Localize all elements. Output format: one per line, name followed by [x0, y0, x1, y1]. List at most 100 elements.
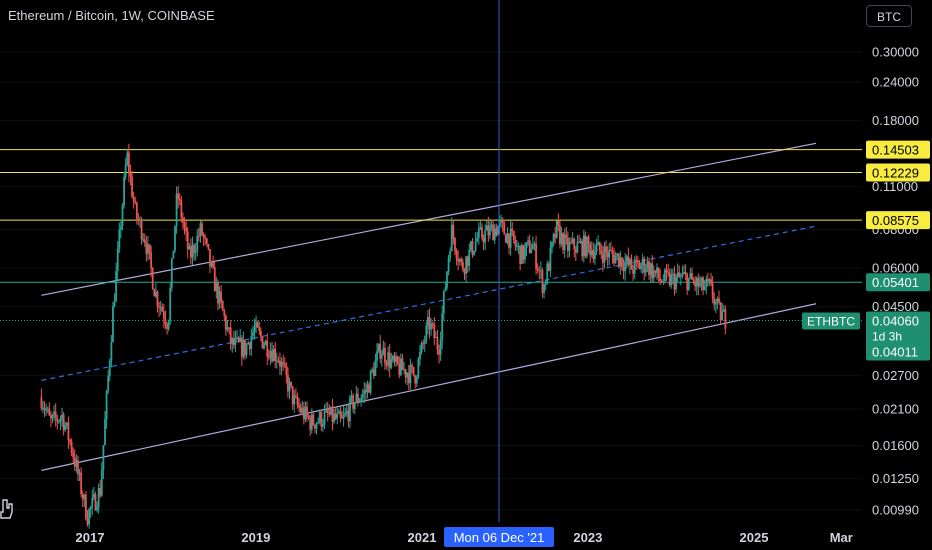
candle-body — [312, 414, 315, 425]
candle-body — [232, 338, 235, 346]
candle-body — [126, 152, 129, 165]
candle-body — [352, 395, 355, 409]
candle-body — [116, 248, 119, 271]
candle-body — [127, 152, 130, 173]
candle-body — [692, 279, 695, 282]
x-tick-label: 2019 — [241, 530, 270, 545]
candle-body — [454, 238, 456, 251]
candle-body — [568, 242, 571, 251]
candle-body — [228, 327, 230, 329]
candle-body — [702, 277, 704, 290]
level-label: 0.14503 — [872, 143, 919, 158]
x-tick-label: Mar — [830, 530, 853, 545]
level-label-bg — [866, 140, 930, 159]
candle-body — [310, 414, 313, 430]
candle-body — [43, 407, 46, 410]
candle-body — [455, 250, 458, 259]
candle-body — [269, 350, 272, 358]
candle-body — [123, 177, 125, 206]
candle-body — [514, 240, 517, 246]
candle-body — [118, 229, 121, 249]
candle-body — [504, 234, 507, 243]
channel-mid-line — [41, 225, 817, 381]
candle-body — [632, 269, 635, 274]
crosshair-date-bg — [444, 527, 555, 547]
candle-body — [361, 394, 364, 399]
candle-body — [258, 327, 261, 331]
candle-body — [360, 398, 362, 401]
candle-body — [476, 237, 479, 241]
time-axis: 2017 2019 2021 2023 2025 Mar — [76, 530, 853, 545]
candle-body — [714, 301, 717, 305]
candle-body — [42, 407, 44, 409]
candle-body — [274, 348, 277, 361]
candle-body — [91, 497, 94, 507]
candle-body — [662, 281, 665, 283]
candle-body — [337, 411, 340, 414]
candle-body — [271, 350, 273, 362]
candle-body — [398, 363, 401, 376]
candle-body — [247, 342, 250, 345]
candle-body — [279, 360, 281, 367]
x-tick-label: 2017 — [76, 530, 105, 545]
candle-body — [185, 227, 188, 232]
candle-body — [705, 279, 708, 287]
candle-body — [164, 318, 167, 325]
candle-body — [657, 267, 660, 278]
candle-body — [53, 411, 55, 415]
candle-body — [520, 245, 523, 264]
candle-body — [463, 270, 466, 274]
candle-body — [422, 343, 425, 345]
candle-body — [322, 424, 324, 427]
candle-body — [652, 270, 655, 279]
level-label: 0.05401 — [872, 275, 919, 290]
x-tick-label: 2021 — [408, 530, 437, 545]
candle-body — [509, 228, 512, 248]
candle-body — [175, 193, 178, 227]
candle-body — [679, 276, 682, 278]
candle-body — [209, 249, 211, 267]
candle-body — [323, 411, 326, 425]
candle-body — [403, 369, 405, 371]
candle-body — [331, 406, 334, 422]
candle-body — [188, 246, 191, 250]
candle-body — [621, 257, 623, 267]
candle-body — [153, 289, 156, 297]
candle-body — [489, 226, 491, 236]
candle-body — [419, 352, 421, 360]
candle-body — [377, 343, 380, 352]
level-label-bg — [866, 273, 930, 292]
candle-body — [318, 411, 321, 422]
candle-body — [581, 240, 584, 257]
candle-body — [131, 176, 133, 197]
candle-body — [415, 376, 418, 384]
candle-body — [493, 228, 496, 241]
candle-body — [592, 250, 595, 259]
candle-body — [240, 337, 243, 357]
candle-body — [77, 460, 79, 475]
candle-body — [110, 342, 113, 361]
drawing-tool-icon[interactable] — [0, 496, 16, 522]
currency-button[interactable]: BTC — [866, 5, 912, 27]
candle-body — [598, 242, 601, 251]
candle-body — [643, 258, 646, 273]
candle-body — [325, 408, 328, 412]
candle-body — [560, 233, 563, 245]
candle-body — [382, 347, 385, 356]
candle-body — [433, 324, 436, 338]
y-tick-label: 0.30000 — [872, 45, 919, 60]
candle-body — [379, 343, 382, 359]
candle-body — [686, 273, 689, 290]
candle-body — [369, 370, 372, 393]
candle-body — [162, 311, 165, 319]
candle-body — [695, 277, 698, 287]
candle-body — [182, 217, 184, 223]
candle-body — [62, 414, 65, 431]
candle-body — [371, 369, 374, 371]
candle-body — [659, 277, 662, 281]
candle-body — [427, 316, 429, 326]
candle-body — [283, 363, 286, 366]
candle-body — [603, 246, 606, 263]
candle-body — [166, 324, 168, 329]
